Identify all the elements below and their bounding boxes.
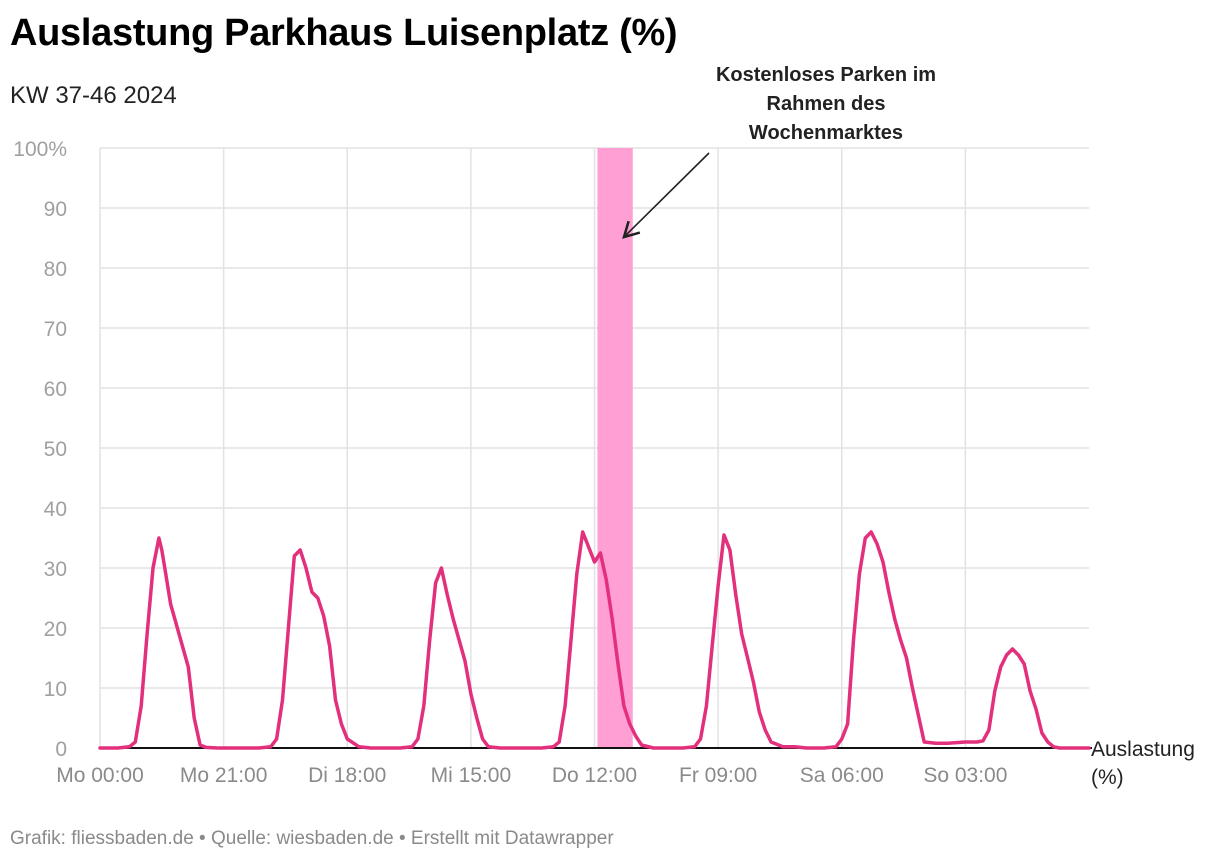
axes: 100% 90 80 70 60 50 40 30 20 10 0 Mo 00:00 Mo 21:00 D… xyxy=(13,138,1195,789)
chart-footer: Grafik: fliessbaden.de • Quelle: wiesbad… xyxy=(10,828,614,849)
y-tick-label: 30 xyxy=(44,558,67,581)
annotation: Kostenloses Parken im Rahmen des Wochenmar… xyxy=(622,64,936,239)
annotation-text: Kostenloses Parken im xyxy=(716,64,936,86)
line-chart: 100% 90 80 70 60 50 40 30 20 10 0 Mo 00:00 Mo 21:00 D… xyxy=(13,64,1195,789)
y-tick-label: 80 xyxy=(44,258,67,281)
x-tick-label: Fr 09:00 xyxy=(679,764,757,787)
series-label: (%) xyxy=(1091,766,1124,789)
annotation-text: Rahmen des xyxy=(767,93,886,115)
x-tick-label: Do 12:00 xyxy=(552,764,637,787)
x-tick-label: Mi 15:00 xyxy=(431,764,512,787)
x-tick-label: Mo 21:00 xyxy=(180,764,268,787)
x-tick-label: So 03:00 xyxy=(923,764,1007,787)
series-label: Auslastung xyxy=(1091,738,1195,761)
y-tick-label: 10 xyxy=(44,678,67,701)
x-tick-label: Sa 06:00 xyxy=(800,764,884,787)
y-tick-label: 40 xyxy=(44,498,67,521)
grid xyxy=(99,147,1089,748)
annotation-arrow xyxy=(622,152,710,239)
series-line xyxy=(98,530,1091,750)
y-tick-label: 100% xyxy=(13,138,67,161)
annotation-text: Wochenmarktes xyxy=(749,122,903,144)
x-tick-label: Di 18:00 xyxy=(308,764,386,787)
y-tick-label: 20 xyxy=(44,618,67,641)
y-tick-label: 60 xyxy=(44,378,67,401)
y-tick-label: 0 xyxy=(55,738,67,761)
x-tick-label: Mo 00:00 xyxy=(56,764,144,787)
chart-subtitle: KW 37-46 2024 xyxy=(10,82,177,109)
chart-title: Auslastung Parkhaus Luisenplatz (%) xyxy=(10,12,678,54)
highlight-band xyxy=(597,148,633,748)
y-tick-label: 90 xyxy=(44,198,67,221)
y-tick-label: 70 xyxy=(44,318,67,341)
series-layer xyxy=(98,530,1091,750)
y-tick-label: 50 xyxy=(44,438,67,461)
